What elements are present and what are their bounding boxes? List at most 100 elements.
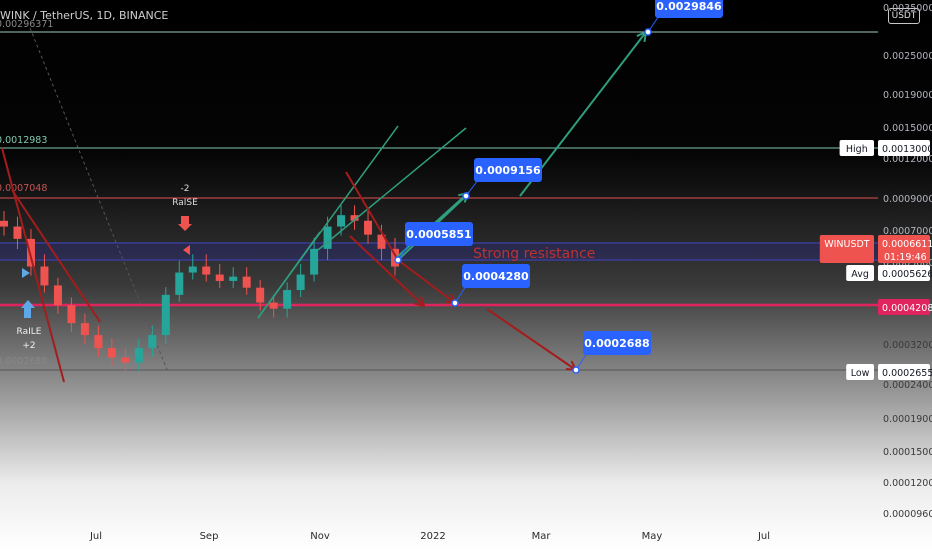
candle-body xyxy=(13,226,22,239)
candle-body xyxy=(296,274,305,291)
projection-label-text: 0.0029846 xyxy=(656,0,722,13)
projection-label-box xyxy=(583,331,651,355)
price-tag-label: Low xyxy=(851,368,870,379)
candle-body xyxy=(67,305,76,324)
x-tick-label: May xyxy=(642,531,663,542)
price-tag-box xyxy=(878,140,930,156)
strong-resistance-label: Strong resistance xyxy=(473,246,595,262)
price-tag-value: 0.0013000 xyxy=(882,144,932,155)
projection-label-box xyxy=(655,0,723,18)
candle-body xyxy=(364,220,373,235)
x-tick-label: Jul xyxy=(89,531,102,542)
price-tag-value: 0.0002655 xyxy=(882,368,932,379)
candle-body xyxy=(121,357,130,363)
projection-label-box xyxy=(405,222,473,246)
candle-body xyxy=(0,220,8,227)
left-edge-label: 0.0012983 xyxy=(0,135,47,146)
candle-body xyxy=(377,234,386,249)
projection-label: 0.0009156 xyxy=(462,158,542,200)
candle-body xyxy=(350,215,359,221)
price-tag: WINUSDT 0.0006611 01:19:46 xyxy=(819,235,932,263)
x-tick-label: Sep xyxy=(200,531,219,542)
signal-left-arrow xyxy=(183,245,190,255)
projection-label-text: 0.0009156 xyxy=(475,164,541,177)
projection-label-text: 0.0005851 xyxy=(406,228,471,241)
x-tick-label: Nov xyxy=(310,531,330,542)
bear-arrow-2 xyxy=(486,308,577,371)
y-tick-label: 0.0019000 xyxy=(883,90,932,101)
candle-body xyxy=(94,335,103,349)
downtrend-line-1 xyxy=(1,147,65,383)
y-tick-label: 0.0001200 xyxy=(883,478,932,489)
candle-body xyxy=(283,290,292,309)
candle-body xyxy=(269,302,278,309)
raise-down-arrow xyxy=(178,216,192,231)
price-tag-value: 0.0005626 xyxy=(882,269,932,280)
candle-body xyxy=(337,215,346,227)
left-edge-label: 0.0002688 xyxy=(0,356,47,367)
candle-body xyxy=(323,226,332,249)
y-tick-label: 0.0001900 xyxy=(883,414,932,425)
downtrend-line-2 xyxy=(11,189,101,323)
price-tag: 0.0004208 xyxy=(878,299,932,315)
y-tick-label: 0.0012000 xyxy=(883,154,932,165)
x-tick-label: Mar xyxy=(532,531,552,542)
raise-label: RaISE xyxy=(172,198,198,208)
raise-label-top: -2 xyxy=(181,184,190,194)
y-tick-label: 0.0007000 xyxy=(883,226,932,237)
projection-label-box xyxy=(462,264,530,288)
price-tag: High 0.0013000 xyxy=(839,140,932,156)
y-tick-label: 0.0025000 xyxy=(883,51,932,62)
projection-point xyxy=(644,28,652,36)
x-tick-label: Jul xyxy=(757,531,770,542)
projection-label: 0.0004280 xyxy=(451,264,530,307)
price-tag: Avg 0.0005626 xyxy=(846,265,932,281)
projection-label: 0.0029846 xyxy=(644,0,723,36)
signal-right-arrow xyxy=(22,268,30,278)
candle-body xyxy=(256,287,265,303)
left-edge-label: 0.00296371 xyxy=(0,19,53,30)
candle-body xyxy=(229,276,238,281)
candle-body xyxy=(202,266,211,275)
price-tag-box xyxy=(878,235,930,263)
y-tick-label: 0.0002400 xyxy=(883,380,932,391)
candle-body xyxy=(391,248,399,267)
price-tag-label: Avg xyxy=(851,269,869,280)
bear-arrow-0 xyxy=(349,235,425,307)
x-tick-label: 2022 xyxy=(420,531,445,542)
raile-label: RaILE xyxy=(17,327,42,337)
candle-body xyxy=(107,348,116,358)
price-tag-value: 0.0004208 xyxy=(882,303,932,314)
price-tag-label: High xyxy=(846,144,868,155)
candle-body xyxy=(242,276,251,288)
candle-body xyxy=(26,238,35,267)
price-tag-label-box xyxy=(819,235,874,263)
price-tag-box xyxy=(878,364,930,380)
y-tick-label: 0.0009000 xyxy=(883,194,932,205)
candle-body xyxy=(80,323,89,336)
projection-point xyxy=(394,256,402,264)
projection-point xyxy=(451,299,459,307)
currency-unit-button[interactable]: USDT xyxy=(888,8,920,24)
price-tag-countdown: 01:19:46 xyxy=(884,252,927,263)
projection-point xyxy=(572,366,580,374)
price-tag-label: WINUSDT xyxy=(824,239,870,250)
projection-point xyxy=(462,192,470,200)
candle-body xyxy=(53,285,62,306)
y-tick-label: 0.0000960 xyxy=(883,509,932,520)
candle-body xyxy=(134,348,143,363)
candle-body xyxy=(40,266,49,286)
dashed-guide-line xyxy=(29,27,169,373)
channel-line-upper xyxy=(317,127,467,251)
candle-body xyxy=(148,335,157,349)
bear-arrow-1 xyxy=(397,259,456,304)
y-tick-label: 0.0001500 xyxy=(883,447,932,458)
candle-body xyxy=(310,248,319,275)
price-tag-label-box xyxy=(839,140,874,156)
candle-body xyxy=(161,294,170,336)
y-tick-label: 0.0035000 xyxy=(883,3,932,14)
symbol-title: WINK / TetherUS, 1D, BINANCE xyxy=(0,9,169,22)
candle-body xyxy=(215,274,224,281)
projection-label-box xyxy=(474,158,542,182)
